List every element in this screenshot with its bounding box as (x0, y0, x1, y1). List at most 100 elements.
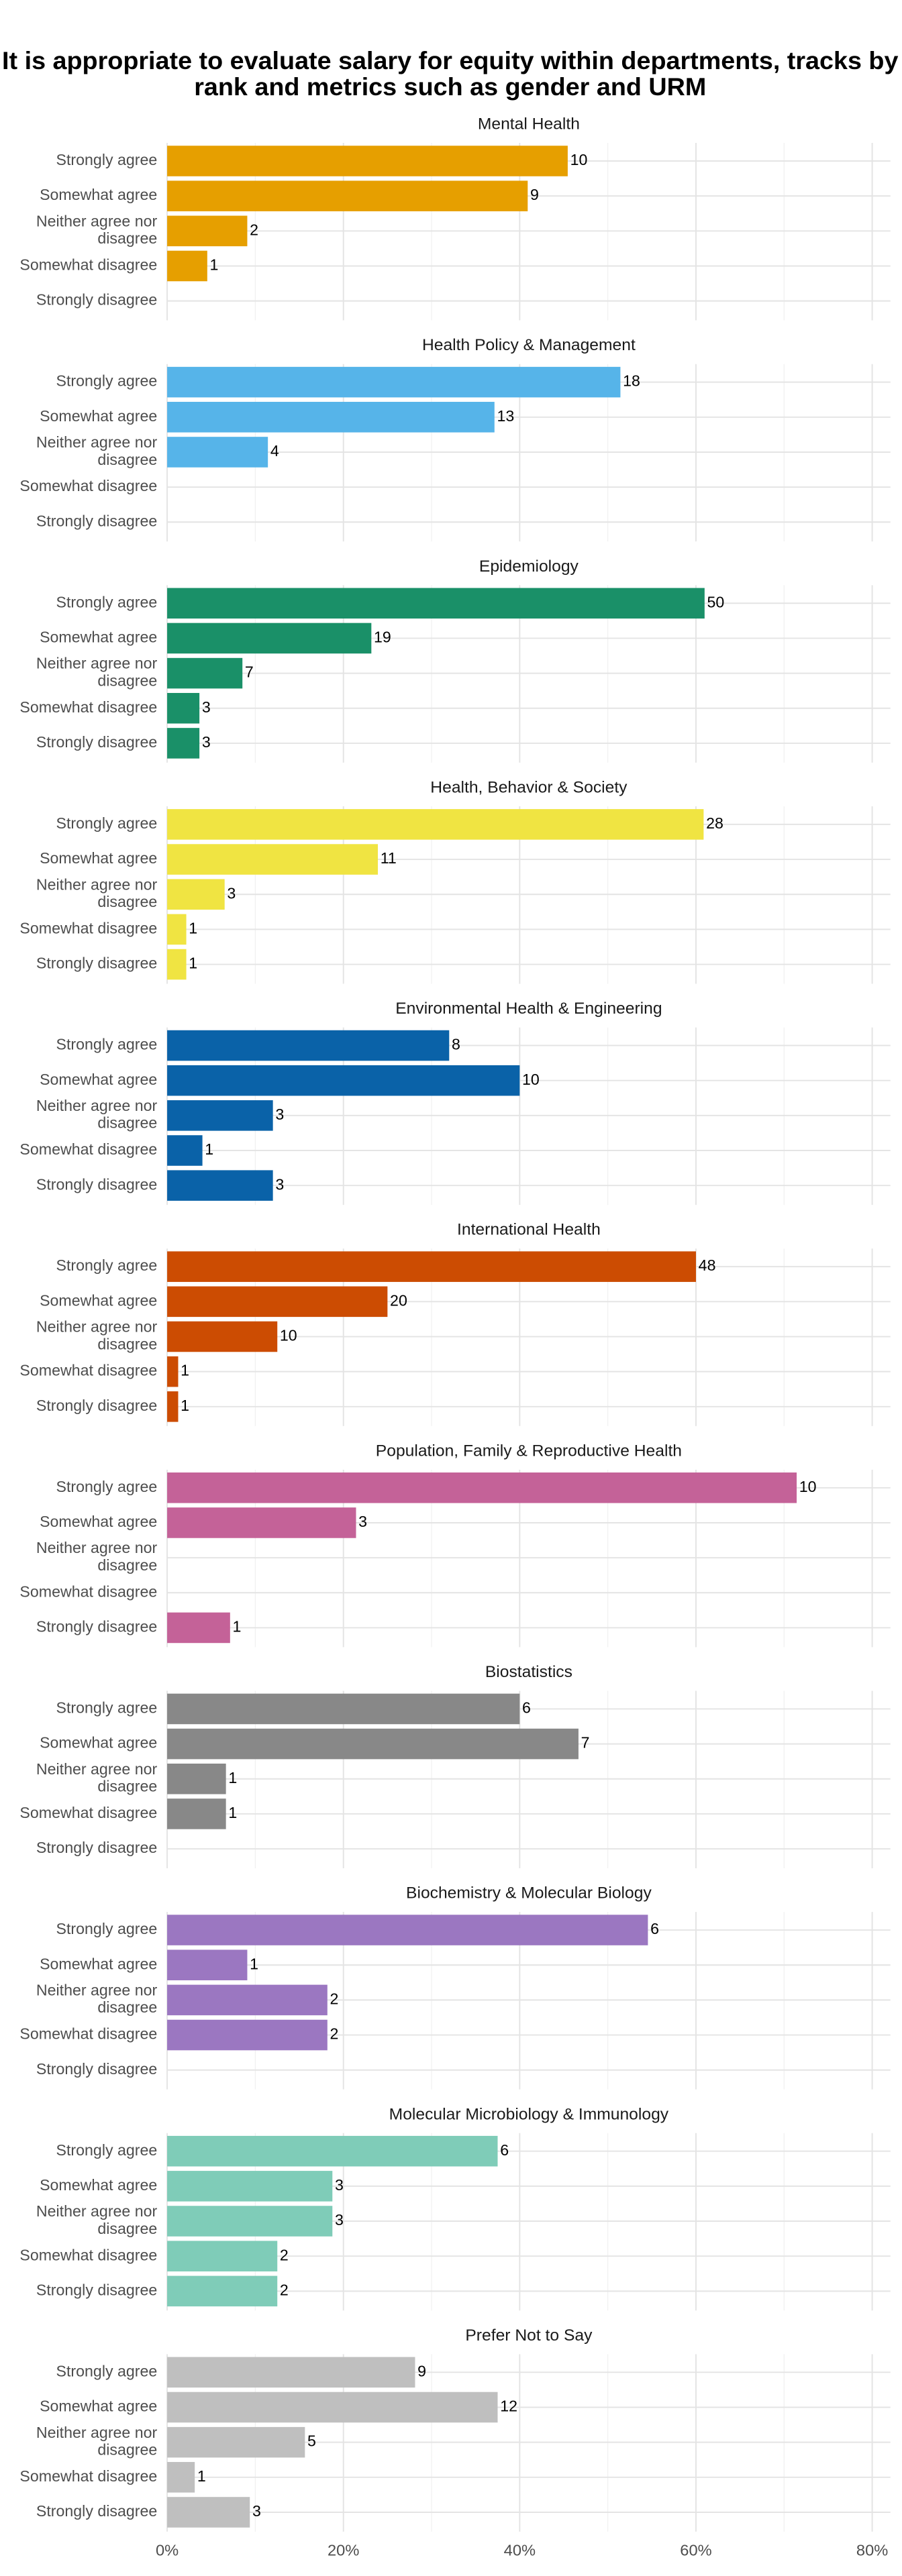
count-label: 3 (275, 1106, 284, 1123)
count-label: 2 (280, 2282, 289, 2299)
category-label: Strongly disagree (36, 2282, 157, 2299)
x-tick-label: 0% (156, 2542, 179, 2559)
category-label: Strongly disagree (36, 1618, 157, 1635)
chart-title: It is appropriate to evaluate salary for… (2, 46, 898, 101)
facet-panel: Epidemiology Strongly agree 50 Somewhat agr… (19, 557, 891, 763)
bar (167, 402, 495, 433)
category-label: Somewhat disagree (19, 2025, 157, 2043)
count-label: 2 (330, 2025, 339, 2043)
bar (167, 809, 704, 840)
bar (167, 1065, 520, 1096)
category-label: Neither agree nor disagree (36, 655, 158, 690)
bar (167, 2206, 333, 2237)
category-label: Strongly disagree (36, 733, 157, 751)
category-label: Somewhat disagree (19, 256, 157, 274)
panel-title: Health, Behavior & Society (430, 779, 628, 797)
category-label: Somewhat disagree (19, 1140, 157, 1158)
bar (167, 1949, 248, 1980)
category-label: Somewhat agree (40, 2398, 157, 2415)
count-label: 9 (530, 186, 539, 203)
count-label: 4 (270, 442, 279, 460)
category-label: Somewhat disagree (19, 1804, 157, 1821)
count-label: 10 (570, 151, 588, 168)
count-label: 3 (335, 2176, 344, 2194)
bar (167, 949, 187, 980)
bar (167, 146, 568, 176)
panel-title: Biostatistics (485, 1663, 572, 1681)
count-label: 18 (623, 372, 640, 390)
bar (167, 1612, 230, 1644)
bar (167, 366, 621, 398)
category-label: Somewhat agree (40, 407, 157, 425)
bar (167, 2497, 250, 2528)
bar (167, 2392, 498, 2423)
bar (167, 692, 200, 724)
bar (167, 844, 379, 875)
panel-title: Health Policy & Management (422, 336, 636, 354)
category-label: Somewhat agree (40, 186, 157, 203)
panel-title: Prefer Not to Say (465, 2326, 593, 2345)
facet-panel: Molecular Microbiology & Immunology Stron… (19, 2105, 891, 2311)
category-label: Strongly agree (56, 1699, 158, 1717)
bar (167, 1170, 273, 1201)
panel-title: International Health (457, 1221, 601, 1239)
category-label: Strongly disagree (36, 291, 157, 309)
panel-title: Molecular Microbiology & Immunology (389, 2105, 669, 2123)
bar (167, 180, 528, 211)
facet-panel: Prefer Not to Say Strongly agree 9 Somewhat… (19, 2326, 891, 2532)
category-label: Somewhat disagree (19, 477, 157, 494)
bar (167, 1693, 520, 1725)
category-label: Strongly disagree (36, 512, 157, 529)
count-label: 7 (581, 1734, 590, 1752)
count-label: 1 (197, 2467, 206, 2485)
bar (167, 1321, 278, 1352)
category-label: Somewhat agree (40, 1734, 157, 1752)
category-label: Strongly disagree (36, 2060, 157, 2078)
category-label: Neither agree nor disagree (36, 876, 158, 911)
count-label: 9 (417, 2362, 426, 2379)
category-label: Strongly disagree (36, 1397, 157, 1414)
category-label: Neither agree nor disagree (36, 2202, 158, 2237)
facet-panel: Mental Health Strongly agree 10 Somewhat ag… (19, 115, 891, 321)
category-label: Somewhat agree (40, 849, 157, 867)
bar (167, 2426, 305, 2458)
bar (167, 588, 705, 619)
count-label: 5 (307, 2432, 316, 2450)
panel-title: Epidemiology (479, 557, 579, 576)
count-label: 3 (227, 884, 236, 902)
category-label: Somewhat agree (40, 2176, 157, 2194)
bar (167, 879, 225, 910)
count-label: 1 (233, 1618, 242, 1635)
count-label: 1 (189, 955, 197, 972)
bar (167, 2462, 195, 2493)
count-label: 3 (202, 698, 211, 716)
category-label: Strongly agree (56, 2362, 158, 2379)
bar (167, 1507, 356, 1538)
facet-panel: Health Policy & Management Strongly agree… (19, 336, 891, 542)
bar (167, 2357, 415, 2388)
count-label: 12 (500, 2398, 517, 2415)
count-label: 1 (181, 1362, 189, 1379)
panel-title: Population, Family & Reproductive Health (376, 1442, 682, 1460)
facet-panel: International Health Strongly agree 48 Some… (19, 1221, 891, 1426)
category-label: Strongly agree (56, 1256, 158, 1274)
bar (167, 2135, 498, 2167)
count-label: 10 (522, 1071, 540, 1088)
category-label: Strongly agree (56, 1036, 158, 1053)
category-label: Neither agree nor disagree (36, 1539, 158, 1574)
bar (167, 1984, 328, 2016)
count-label: 20 (390, 1291, 407, 1309)
category-label: Neither agree nor disagree (36, 1097, 158, 1132)
category-label: Strongly agree (56, 151, 158, 168)
bar (167, 1286, 388, 1318)
count-label: 1 (250, 1955, 258, 1972)
bar (167, 1728, 579, 1760)
count-label: 3 (335, 2211, 344, 2229)
bar (167, 1251, 696, 1282)
category-label: Strongly agree (56, 593, 158, 610)
facet-panel: Population, Family & Reproductive Health… (19, 1442, 891, 1648)
bar (167, 2171, 333, 2202)
category-label: Strongly agree (56, 814, 158, 832)
category-label: Somewhat agree (40, 1513, 157, 1530)
